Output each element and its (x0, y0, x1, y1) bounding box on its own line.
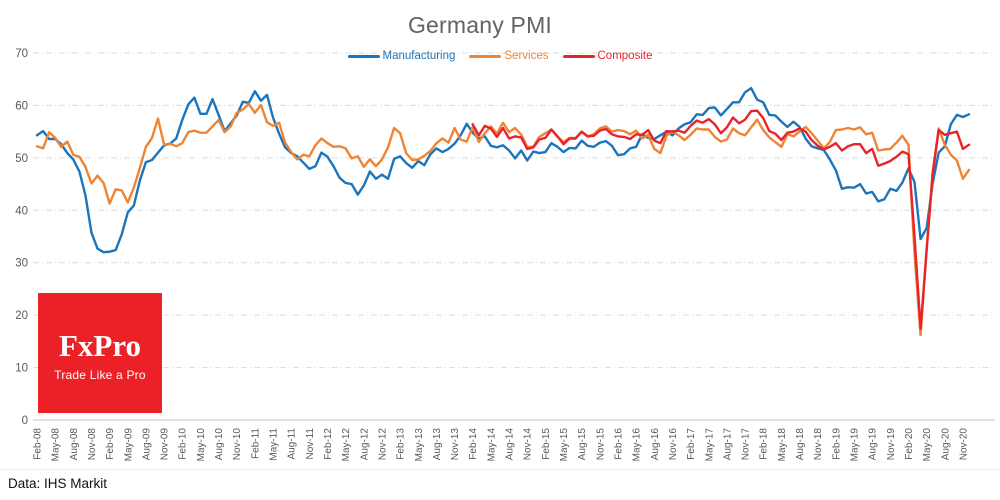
x-tick-label: Aug-16 (650, 428, 661, 461)
legend-label-services: Services (504, 50, 549, 62)
x-tick-label: May-15 (559, 428, 570, 462)
x-tick-label: Feb-11 (250, 428, 261, 459)
x-tick-label: Feb-20 (904, 428, 915, 460)
x-tick-label: Feb-19 (831, 428, 842, 460)
x-tick-label: Nov-12 (378, 428, 389, 461)
x-tick-label: Nov-09 (160, 428, 171, 461)
legend-label-manufacturing: Manufacturing (382, 50, 456, 62)
series-line-services (35, 102, 971, 337)
x-tick-label: May-11 (269, 428, 280, 461)
x-tick-label: Aug-09 (141, 428, 152, 461)
x-tick-label: May-14 (486, 428, 497, 462)
x-tick-label: Feb-10 (178, 428, 189, 460)
legend-label-composite: Composite (597, 50, 653, 62)
x-tick-label: Aug-17 (722, 428, 733, 461)
legend-item-manufacturing: Manufacturing (347, 50, 456, 62)
data-source-note: Data: IHS Markit (8, 476, 108, 491)
x-tick-label: Aug-20 (940, 428, 951, 461)
x-tick-label: Feb-13 (396, 428, 407, 460)
x-tick-label: Nov-16 (668, 428, 679, 461)
fxpro-logo: FxPro Trade Like a Pro (38, 293, 162, 413)
x-tick-label: May-12 (341, 428, 352, 462)
x-tick-label: May-18 (777, 428, 788, 462)
x-tick-label: Nov-11 (305, 428, 316, 460)
legend-swatch-services (469, 54, 502, 58)
series-line-manufacturing (35, 86, 971, 254)
y-tick-label: 0 (22, 415, 28, 427)
legend-swatch-composite (562, 54, 595, 58)
x-tick-label: May-10 (196, 428, 207, 462)
x-tick-label: Nov-14 (523, 428, 534, 461)
x-tick-label: May-16 (632, 428, 643, 462)
x-tick-label: Feb-17 (686, 428, 697, 460)
x-tick-label: Feb-18 (759, 428, 770, 460)
series-line-composite (471, 109, 971, 330)
x-tick-label: Feb-08 (33, 428, 44, 460)
footer-divider (0, 469, 1000, 470)
x-tick-label: Aug-18 (795, 428, 806, 461)
x-tick-label: Feb-12 (323, 428, 334, 460)
x-tick-label: Aug-13 (432, 428, 443, 461)
y-tick-label: 30 (15, 258, 28, 270)
page-title: Germany PMI (407, 12, 553, 38)
x-tick-label: Feb-16 (614, 428, 625, 460)
x-tick-label: Aug-08 (69, 428, 80, 461)
x-tick-label: Aug-14 (505, 428, 516, 461)
pmi-line-chart: 0 10 20 30 40 50 60 70 Feb-08 May-08 Aug-08 Nov-08 F… (15, 48, 995, 462)
x-tick-label: Feb-09 (105, 428, 116, 460)
x-tick-label: Nov-20 (958, 428, 969, 461)
x-tick-label: May-13 (414, 428, 425, 462)
y-tick-label: 50 (15, 153, 28, 165)
x-tick-label: Feb-15 (541, 428, 552, 460)
x-tick-label: May-09 (123, 428, 134, 462)
x-tick-label: Nov-15 (595, 428, 606, 461)
fxpro-wordmark: FxPro (58, 328, 142, 363)
x-tick-label: Aug-10 (214, 428, 225, 461)
x-tick-label: Nov-10 (232, 428, 243, 461)
x-tick-label: Aug-11 (287, 428, 298, 460)
y-tick-label: 60 (15, 100, 28, 112)
x-tick-label: May-08 (51, 428, 62, 462)
x-tick-label: Feb-14 (468, 428, 479, 460)
legend-swatch-manufacturing (347, 54, 380, 58)
x-tick-label: May-20 (922, 428, 933, 462)
x-tick-label: Nov-19 (886, 428, 897, 461)
y-tick-label: 10 (15, 363, 28, 375)
legend-item-services: Services (469, 50, 549, 62)
x-tick-label: Nov-08 (87, 428, 98, 461)
y-tick-label: 40 (15, 205, 28, 217)
x-tick-label: Aug-12 (359, 428, 370, 461)
x-tick-label: Nov-13 (450, 428, 461, 461)
x-tick-label: Aug-15 (577, 428, 588, 461)
y-tick-label: 70 (15, 48, 28, 60)
x-tick-label: Nov-18 (813, 428, 824, 461)
chart-legend: Manufacturing Services Composite (0, 50, 1000, 62)
y-tick-label: 20 (15, 310, 28, 322)
x-tick-label: May-17 (704, 428, 715, 462)
x-tick-label: Nov-17 (741, 428, 752, 461)
fxpro-tagline: Trade Like a Pro (54, 368, 146, 382)
x-tick-label: May-19 (850, 428, 861, 462)
x-tick-label: Aug-19 (868, 428, 879, 461)
legend-item-composite: Composite (562, 50, 653, 62)
